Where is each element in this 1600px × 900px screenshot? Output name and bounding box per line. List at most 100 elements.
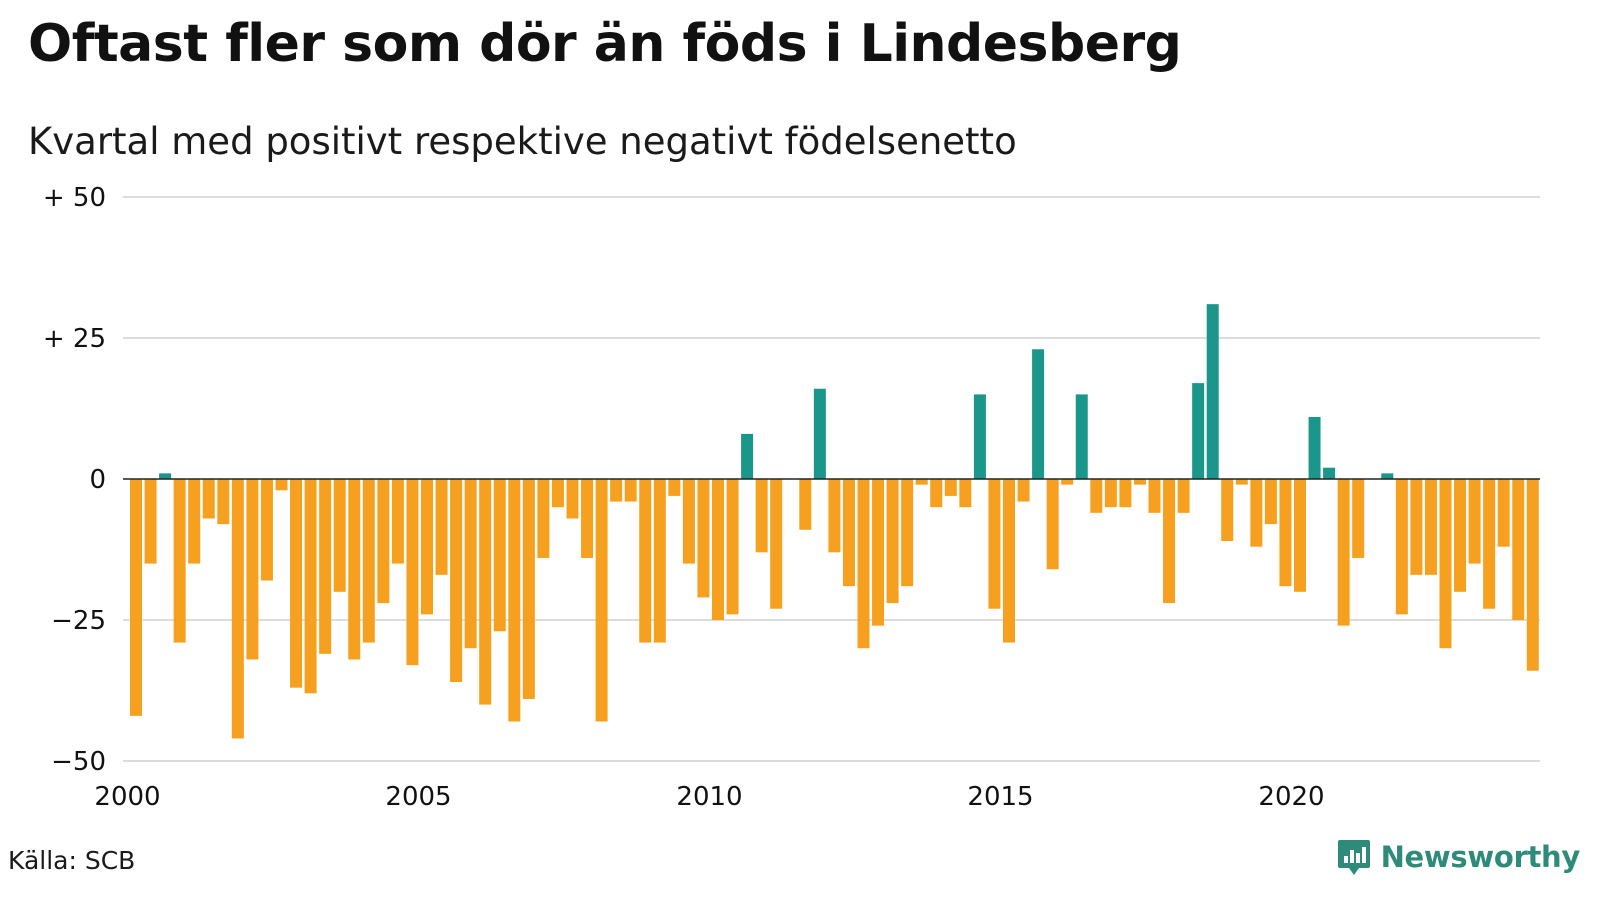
bar-negative: [712, 479, 724, 620]
bar-negative: [901, 479, 914, 587]
bar-negative: [362, 479, 375, 643]
bar-negative: [624, 479, 637, 502]
bar-negative: [348, 479, 361, 660]
bar-negative: [537, 479, 550, 558]
bar-negative: [915, 479, 928, 485]
bar-positive: [741, 433, 754, 479]
bar-negative: [1352, 479, 1365, 558]
bar-negative: [493, 479, 506, 632]
y-tick-label: −50: [51, 747, 106, 777]
bar-negative: [755, 479, 768, 553]
x-tick-label: 2015: [967, 782, 1033, 812]
bar-negative: [1061, 479, 1074, 485]
y-tick-label: + 50: [43, 183, 106, 213]
bar-negative: [231, 479, 244, 739]
source-note: Källa: SCB: [8, 846, 136, 875]
bar-positive: [1206, 304, 1219, 479]
y-tick-label: −25: [51, 606, 106, 636]
bar-negative: [653, 479, 666, 643]
bar-negative: [391, 479, 404, 564]
bar-negative: [857, 479, 870, 649]
y-tick-label: + 25: [43, 324, 106, 354]
bar-negative: [130, 479, 142, 716]
bar-negative: [479, 479, 492, 705]
bar-negative: [1264, 479, 1277, 525]
bar-negative: [1148, 479, 1161, 513]
x-tick-label: 2000: [94, 782, 160, 812]
bar-negative: [246, 479, 259, 660]
bar-negative: [1454, 479, 1467, 592]
bar-negative: [1133, 479, 1146, 485]
bar-positive: [1032, 349, 1045, 479]
bar-positive: [1308, 416, 1321, 479]
bar-positive: [159, 473, 172, 479]
bar-negative: [1468, 479, 1481, 564]
bar-negative: [1235, 479, 1248, 485]
bar-negative: [1424, 479, 1437, 575]
bar-negative: [464, 479, 477, 649]
bar-negative: [1526, 479, 1539, 671]
x-tick-label: 2010: [676, 782, 742, 812]
bar-negative: [406, 479, 419, 666]
bar-negative: [799, 479, 812, 530]
bar-negative: [304, 479, 317, 694]
bar-negative: [202, 479, 215, 519]
bar-negative: [1294, 479, 1306, 592]
bar-negative: [522, 479, 535, 699]
bar-positive: [1381, 473, 1394, 479]
bar-negative: [508, 479, 521, 722]
bar-positive: [1192, 383, 1205, 479]
bar-negative: [1104, 479, 1117, 508]
bar-positive: [973, 394, 986, 479]
bar-negative: [770, 479, 783, 609]
bar-negative: [872, 479, 885, 626]
bar-negative: [1279, 479, 1292, 587]
bar-negative: [828, 479, 841, 553]
bar-negative: [377, 479, 390, 604]
bar-negative: [668, 479, 681, 496]
bar-negative: [217, 479, 230, 525]
bar-negative: [682, 479, 695, 564]
bar-positive: [1323, 467, 1336, 479]
x-tick-label: 2020: [1258, 782, 1324, 812]
bar-negative: [144, 479, 157, 564]
bar-positive: [813, 388, 826, 479]
bar-negative: [639, 479, 652, 643]
bar-negative: [260, 479, 273, 581]
brand-logo: Newsworthy: [1337, 838, 1580, 876]
bar-negative: [188, 479, 201, 564]
bar-negative: [988, 479, 1001, 609]
bar-negative: [1177, 479, 1190, 513]
bar-negative: [275, 479, 288, 491]
bar-negative: [1090, 479, 1103, 513]
bar-negative: [319, 479, 332, 654]
bar-negative: [1439, 479, 1452, 649]
x-tick-label: 2005: [385, 782, 451, 812]
bar-negative: [959, 479, 972, 508]
bar-negative: [697, 479, 710, 598]
bar-negative: [290, 479, 303, 688]
bar-negative: [581, 479, 594, 558]
bar-negative: [1410, 479, 1423, 575]
bar-negative: [1250, 479, 1263, 547]
bar-negative: [726, 479, 739, 615]
bar-negative: [551, 479, 564, 508]
bar-negative: [1337, 479, 1350, 626]
bar-negative: [173, 479, 186, 643]
newsworthy-logo-icon: [1337, 840, 1370, 875]
bar-negative: [842, 479, 855, 587]
bar-negative: [944, 479, 957, 496]
y-tick-label: 0: [89, 465, 106, 495]
chart-subtitle: Kvartal med positivt respektive negativt…: [28, 120, 1017, 163]
bar-negative: [421, 479, 433, 615]
brand-name: Newsworthy: [1380, 840, 1581, 874]
bar-negative: [610, 479, 623, 502]
bar-negative: [1003, 479, 1015, 643]
bar-negative: [1512, 479, 1525, 620]
bar-negative: [450, 479, 463, 683]
bar-negative: [930, 479, 943, 508]
bar-negative: [1395, 479, 1408, 615]
bar-negative: [886, 479, 899, 604]
bar-positive: [1075, 394, 1088, 479]
